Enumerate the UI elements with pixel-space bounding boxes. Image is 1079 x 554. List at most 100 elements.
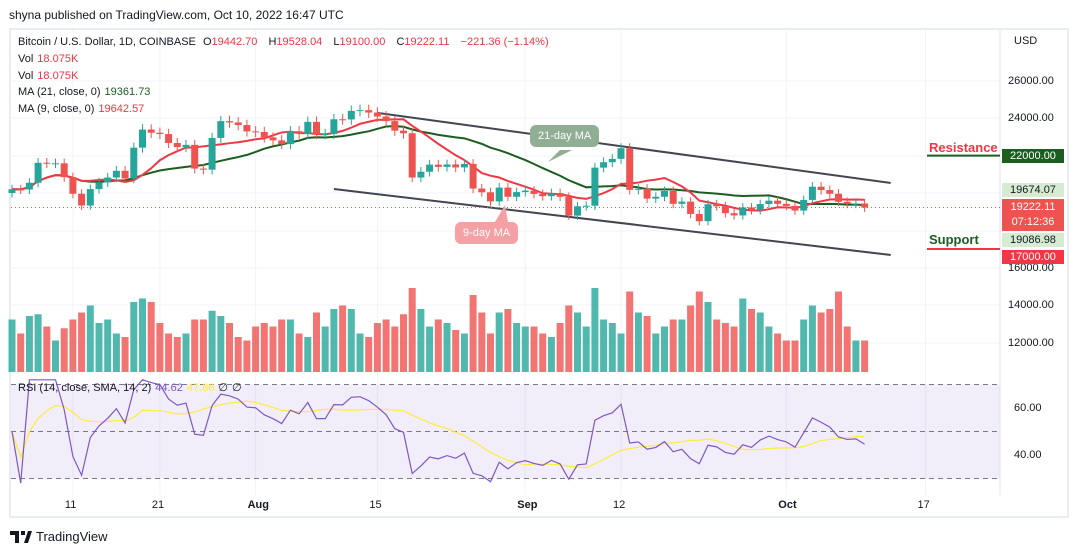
volume-bar bbox=[165, 333, 173, 372]
last-price-badge: 19222.11 07:12:36 bbox=[1002, 199, 1064, 231]
volume-bar bbox=[826, 309, 834, 372]
candle-body bbox=[391, 121, 399, 131]
candle-body bbox=[800, 199, 808, 211]
candle-body bbox=[713, 204, 721, 207]
volume-bar bbox=[339, 305, 347, 372]
legend-rsi: RSI (14, close, SMA, 14, 2) 44.62 47.86 ∅ ∅ bbox=[18, 382, 242, 394]
volume-bar bbox=[8, 319, 16, 372]
candle-body bbox=[8, 189, 16, 194]
volume-bar bbox=[608, 323, 616, 372]
candle-body bbox=[347, 110, 355, 120]
volume-bar bbox=[600, 319, 608, 372]
price-tick: 16000.00 bbox=[1008, 262, 1054, 274]
candle-body bbox=[156, 132, 164, 135]
candle-body bbox=[782, 203, 790, 206]
volume-bar bbox=[234, 337, 242, 372]
volume-bar bbox=[469, 295, 477, 372]
volume-bar bbox=[121, 337, 129, 372]
candle-body bbox=[861, 203, 869, 208]
candle-body bbox=[678, 201, 686, 204]
candle-body bbox=[852, 203, 860, 205]
candle-body bbox=[504, 187, 512, 197]
volume-bar bbox=[278, 319, 286, 372]
rsi-line bbox=[11, 379, 865, 484]
candle-body bbox=[643, 188, 651, 199]
candle-body bbox=[835, 193, 842, 202]
candle-body bbox=[687, 201, 695, 214]
volume-bar bbox=[626, 291, 634, 372]
volume-bar bbox=[504, 309, 512, 372]
candle-body bbox=[626, 148, 634, 190]
candle-body bbox=[356, 110, 364, 112]
time-tick: Sep bbox=[517, 499, 538, 511]
legend-ohlc: Bitcoin / U.S. Dollar, 1D, COINBASE O194… bbox=[18, 36, 549, 48]
candle-body bbox=[408, 133, 416, 178]
volume-bar bbox=[356, 333, 364, 372]
tradingview-logo[interactable]: TradingView bbox=[10, 529, 108, 544]
candle-body bbox=[695, 213, 703, 222]
resistance-label: Resistance bbox=[929, 140, 998, 155]
candle-body bbox=[730, 213, 738, 216]
rsi-tick: 60.00 bbox=[1014, 402, 1042, 414]
time-tick: 17 bbox=[917, 499, 930, 511]
open-value: 19442.70 bbox=[211, 36, 258, 48]
time-tick: 11 bbox=[64, 499, 77, 511]
volume-bar bbox=[130, 302, 138, 372]
legend-ma21: MA (21, close, 0) 19361.73 bbox=[18, 86, 151, 98]
candle-body bbox=[147, 129, 155, 133]
candle-body bbox=[304, 121, 312, 134]
volume-bar bbox=[17, 333, 25, 372]
symbol-title: Bitcoin / U.S. Dollar, 1D, COINBASE bbox=[18, 36, 196, 48]
rsi-tick: 40.00 bbox=[1014, 449, 1042, 461]
volume-bar bbox=[347, 309, 355, 372]
candle-body bbox=[443, 164, 451, 167]
currency-label: USD bbox=[1014, 35, 1038, 47]
volume-bar bbox=[765, 326, 773, 372]
volume-bar bbox=[147, 302, 155, 372]
candle-body bbox=[748, 207, 755, 211]
candle-body bbox=[191, 144, 199, 169]
volume-bar bbox=[208, 310, 216, 372]
volume-bar bbox=[426, 326, 434, 372]
tradingview-logo-icon bbox=[10, 530, 32, 543]
candle-body bbox=[321, 134, 329, 136]
candle-body bbox=[765, 200, 773, 205]
volume-bar bbox=[808, 305, 816, 372]
volume-bar bbox=[643, 316, 651, 372]
candle-body bbox=[756, 204, 764, 211]
candle-body bbox=[817, 186, 825, 191]
volume-bar bbox=[286, 319, 294, 372]
candle-body bbox=[791, 205, 799, 211]
volume-bar bbox=[661, 326, 668, 372]
volume-bar bbox=[852, 340, 860, 372]
volume-bar bbox=[739, 298, 747, 372]
candle-body bbox=[226, 121, 233, 123]
time-tick: Oct bbox=[778, 499, 797, 511]
candle-body bbox=[652, 196, 660, 199]
volume-bar bbox=[791, 340, 799, 372]
candle-body bbox=[78, 193, 86, 206]
volume-bar bbox=[574, 312, 581, 372]
volume-bar bbox=[182, 333, 190, 372]
price-tick: 12000.00 bbox=[1008, 337, 1054, 349]
trend-line bbox=[333, 188, 891, 256]
candle-body bbox=[43, 162, 51, 164]
volume-bar bbox=[774, 333, 782, 372]
volume-bar bbox=[591, 288, 599, 372]
ma9-badge: 19674.07 bbox=[1002, 183, 1064, 197]
volume-bar bbox=[86, 305, 94, 372]
volume-bar bbox=[139, 298, 146, 372]
rsi-sma-line bbox=[11, 400, 865, 469]
volume-bar bbox=[112, 333, 120, 372]
trend-line bbox=[377, 111, 891, 184]
candle-body bbox=[121, 170, 129, 179]
candle-body bbox=[25, 182, 33, 190]
candle-body bbox=[530, 190, 538, 194]
candle-body bbox=[452, 164, 460, 168]
candle-body bbox=[826, 190, 834, 194]
candle-body bbox=[521, 190, 529, 193]
chart-frame[interactable] bbox=[9, 28, 1069, 518]
candle-body bbox=[243, 125, 251, 132]
support-label: Support bbox=[929, 232, 979, 247]
